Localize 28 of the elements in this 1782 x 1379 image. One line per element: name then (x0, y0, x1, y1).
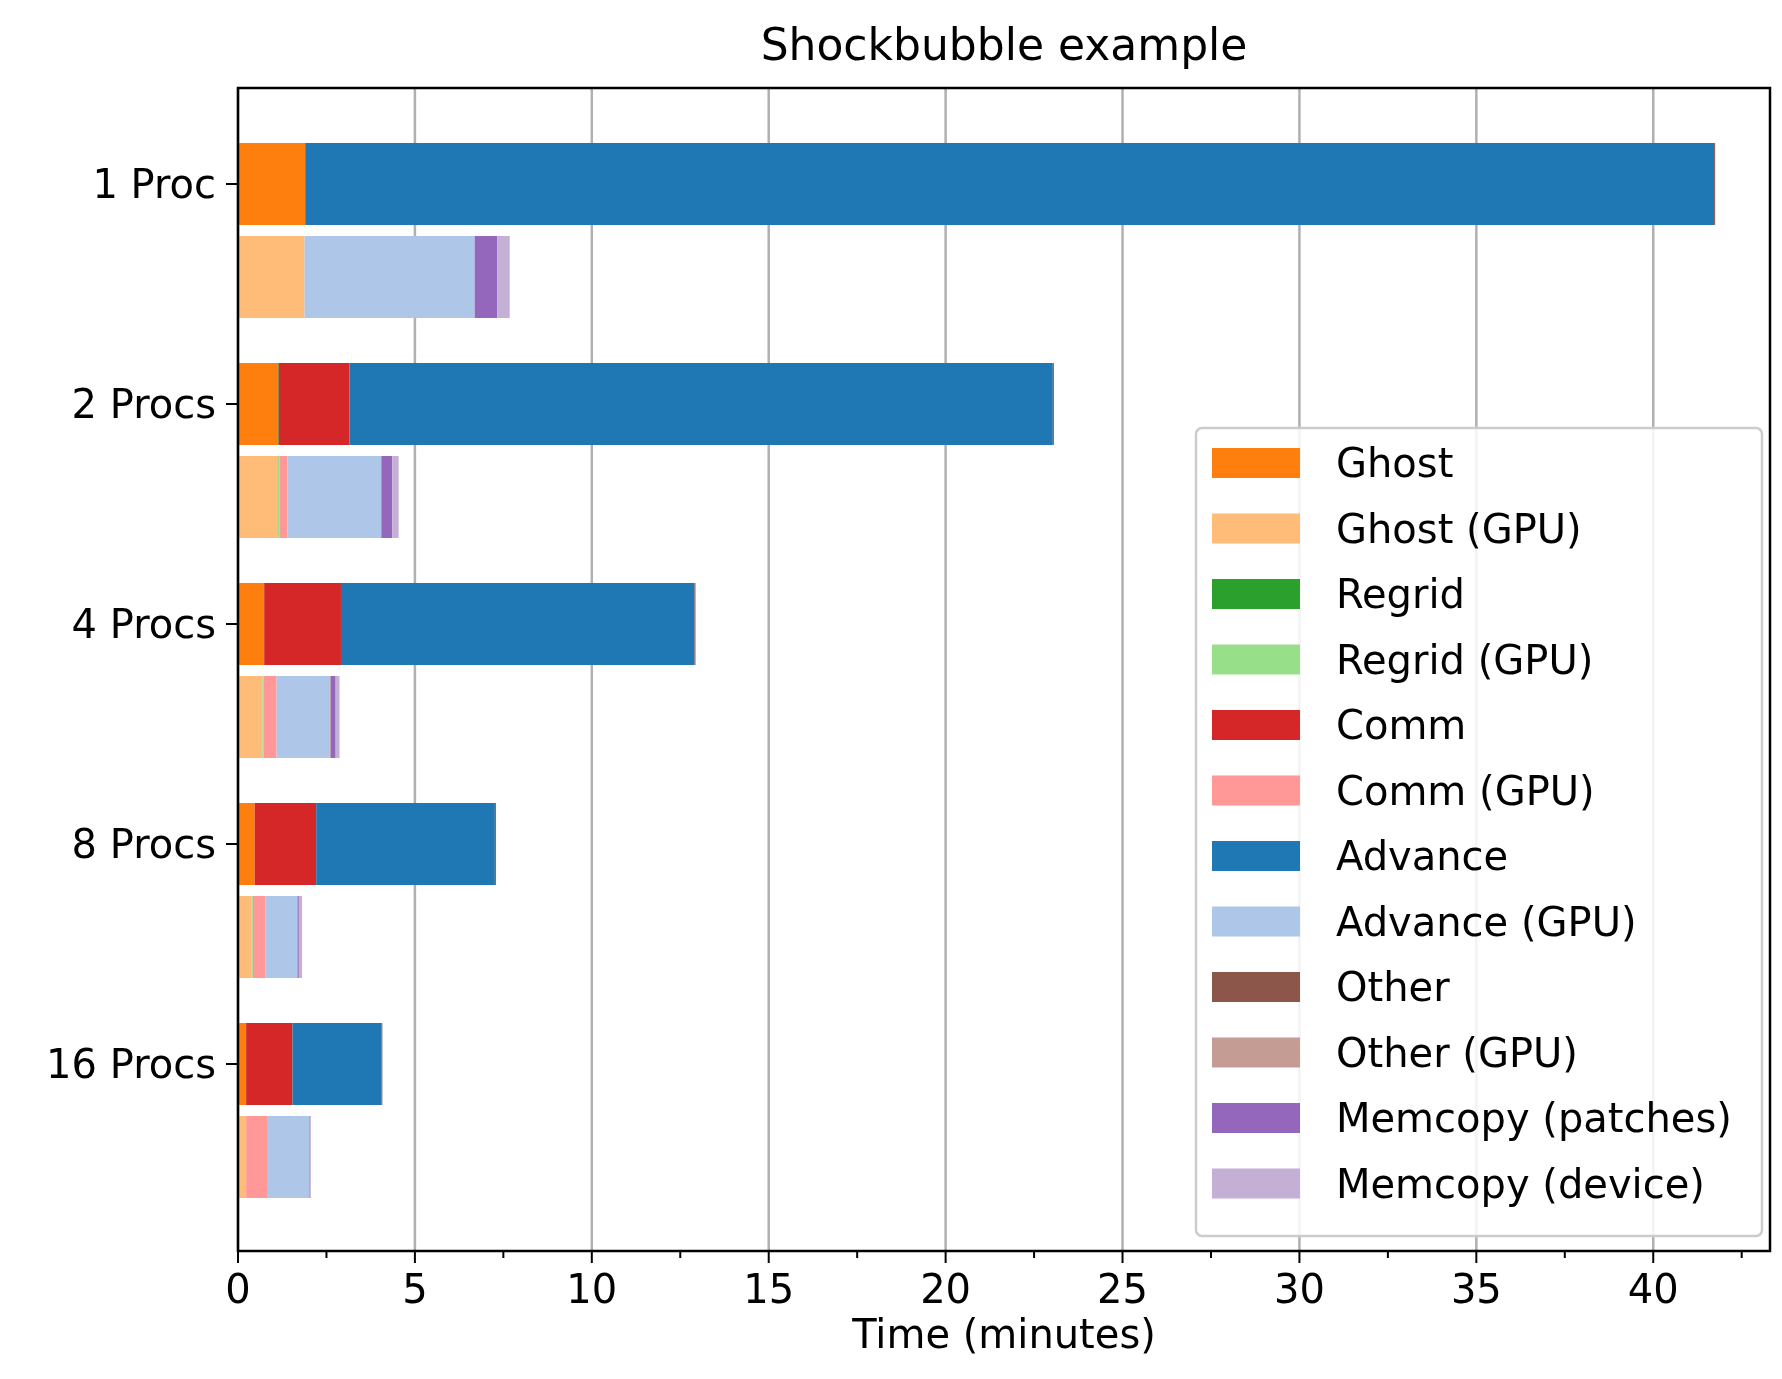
y-tick-label: 16 Procs (46, 1041, 216, 1087)
x-axis-title: Time (minutes) (851, 1311, 1156, 1357)
chart-title: Shockbubble example (760, 19, 1248, 70)
x-tick-label: 10 (566, 1266, 618, 1312)
y-tick-label: 4 Procs (71, 601, 216, 647)
legend-label: Comm (1336, 702, 1467, 748)
legend-label: Ghost (1336, 440, 1454, 486)
x-tick-label: 35 (1450, 1266, 1502, 1312)
legend-label: Other (GPU) (1336, 1029, 1578, 1076)
legend-label: Regrid (1336, 571, 1465, 617)
legend-label: Memcopy (patches) (1336, 1095, 1732, 1141)
legend-label: Other (1336, 964, 1451, 1010)
x-tick-label: 15 (743, 1266, 795, 1312)
x-tick-label: 5 (402, 1266, 428, 1312)
x-tick-label: 0 (225, 1266, 251, 1312)
x-tick-label: 40 (1627, 1266, 1679, 1312)
legend-label: Comm (GPU) (1336, 767, 1595, 814)
legend-label: Advance (GPU) (1336, 898, 1637, 945)
y-tick-label: 1 Proc (92, 161, 216, 207)
y-tick-label: 2 Procs (71, 381, 216, 427)
legend-label: Advance (1336, 833, 1509, 879)
legend-label: Ghost (GPU) (1336, 505, 1582, 552)
x-tick-label: 30 (1273, 1266, 1325, 1312)
x-tick-label: 20 (920, 1266, 972, 1312)
y-tick-label: 8 Procs (71, 821, 216, 867)
legend-label: Memcopy (device) (1336, 1160, 1705, 1207)
legend-label: Regrid (GPU) (1336, 636, 1594, 683)
x-tick-label: 25 (1097, 1266, 1148, 1312)
